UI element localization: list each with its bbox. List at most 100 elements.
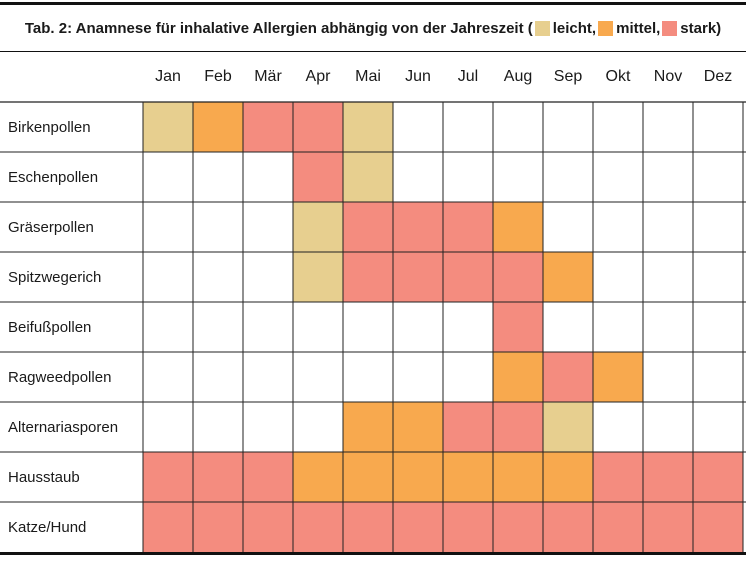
- table-cell: [293, 302, 343, 352]
- legend-label-leicht: leicht,: [552, 19, 597, 37]
- table-cell: [243, 352, 293, 402]
- table-cell: [143, 302, 193, 352]
- month-header-row: Jan Feb Mär Apr Mai Jun Jul Aug Sep Okt Nov Dez: [143, 52, 746, 102]
- table-cell: [343, 202, 393, 252]
- table-cell: [643, 202, 693, 252]
- table-cell: [493, 202, 543, 252]
- month-header-5: Jun: [405, 68, 431, 85]
- table-cell: [193, 302, 243, 352]
- table-cell: [643, 302, 693, 352]
- table-row: [143, 502, 746, 552]
- table-cell: [643, 402, 693, 452]
- legend-swatch-mittel: [598, 20, 614, 36]
- table-row: [143, 402, 746, 452]
- table-cell: [543, 102, 593, 152]
- table-cell: [243, 102, 293, 152]
- table-cell: [693, 402, 743, 452]
- table-cell: [693, 202, 743, 252]
- table-cell: [443, 102, 493, 152]
- table-row: [143, 202, 746, 252]
- month-header-8: Sep: [553, 68, 583, 85]
- table-row: [143, 352, 746, 402]
- row-label: Ragweedpollen: [8, 368, 112, 386]
- table-cell: [593, 402, 643, 452]
- caption-rule: [0, 51, 746, 52]
- month-header-10: Nov: [653, 68, 683, 85]
- table-cell: [293, 502, 343, 552]
- table-cell: [393, 202, 443, 252]
- season-grid: [143, 102, 746, 552]
- table-cell: [193, 102, 243, 152]
- table-caption: Tab. 2: Anamnese für inhalative Allergie…: [0, 5, 746, 51]
- table-cell: [543, 152, 593, 202]
- caption-text: Tab. 2: Anamnese für inhalative Allergie…: [24, 19, 533, 37]
- month-header-6: Jul: [457, 68, 479, 85]
- table-cell: [693, 302, 743, 352]
- table-cell: [193, 152, 243, 202]
- table-cell: [443, 502, 493, 552]
- table-cell: [143, 252, 193, 302]
- month-header-2: Mär: [254, 68, 282, 85]
- row-label: Spitzwegerich: [8, 268, 102, 286]
- table-cell: [593, 502, 643, 552]
- row-label: Gräserpollen: [8, 218, 94, 236]
- table-cell: [393, 402, 443, 452]
- table-cell: [643, 352, 693, 402]
- table-cell: [693, 152, 743, 202]
- table-cell: [443, 302, 493, 352]
- table-cell: [293, 402, 343, 452]
- table-cell: [343, 152, 393, 202]
- table-cell: [393, 252, 443, 302]
- table-cell: [593, 102, 643, 152]
- table-cell: [143, 452, 193, 502]
- row-label: Hausstaub: [8, 468, 80, 486]
- legend-label-mittel: mittel,: [616, 19, 661, 37]
- table-cell: [493, 402, 543, 452]
- table-row: [143, 452, 746, 502]
- table-cell: [343, 252, 393, 302]
- table-cell: [293, 352, 343, 402]
- table-cell: [343, 502, 393, 552]
- table-cell: [243, 402, 293, 452]
- legend-item-mittel: mittel,: [596, 20, 660, 37]
- table-cell: [293, 102, 343, 152]
- table-cell: [293, 452, 343, 502]
- table-cell: [493, 252, 543, 302]
- table-cell: [443, 402, 493, 452]
- table-cell: [593, 152, 643, 202]
- month-header-4: Mai: [355, 68, 381, 85]
- table-cell: [643, 152, 693, 202]
- table-cell: [643, 452, 693, 502]
- table-cell: [243, 152, 293, 202]
- table-cell: [393, 102, 443, 152]
- table-cell: [193, 352, 243, 402]
- table-cell: [243, 252, 293, 302]
- table-cell: [343, 302, 393, 352]
- table-cell: [693, 452, 743, 502]
- table-cell: [143, 402, 193, 452]
- table-cell: [343, 452, 393, 502]
- month-header-7: Aug: [503, 68, 533, 85]
- table-cell: [443, 452, 493, 502]
- table-cell: [343, 102, 393, 152]
- table-cell: [693, 252, 743, 302]
- table-cell: [443, 152, 493, 202]
- table-cell: [143, 502, 193, 552]
- table-cell: [293, 202, 343, 252]
- table-cell: [643, 102, 693, 152]
- table-cell: [493, 352, 543, 402]
- table-cell: [243, 452, 293, 502]
- row-label: Eschenpollen: [8, 168, 99, 186]
- row-label: Beifußpollen: [8, 318, 92, 336]
- table-row: [143, 252, 746, 302]
- table-cell: [543, 352, 593, 402]
- table-cell: [343, 352, 393, 402]
- table-cell: [393, 352, 443, 402]
- bottom-rule: [0, 552, 746, 555]
- month-header-0: Jan: [155, 68, 181, 85]
- table-cell: [143, 152, 193, 202]
- table-cell: [393, 452, 443, 502]
- table-cell: [493, 452, 543, 502]
- table-cell: [443, 252, 493, 302]
